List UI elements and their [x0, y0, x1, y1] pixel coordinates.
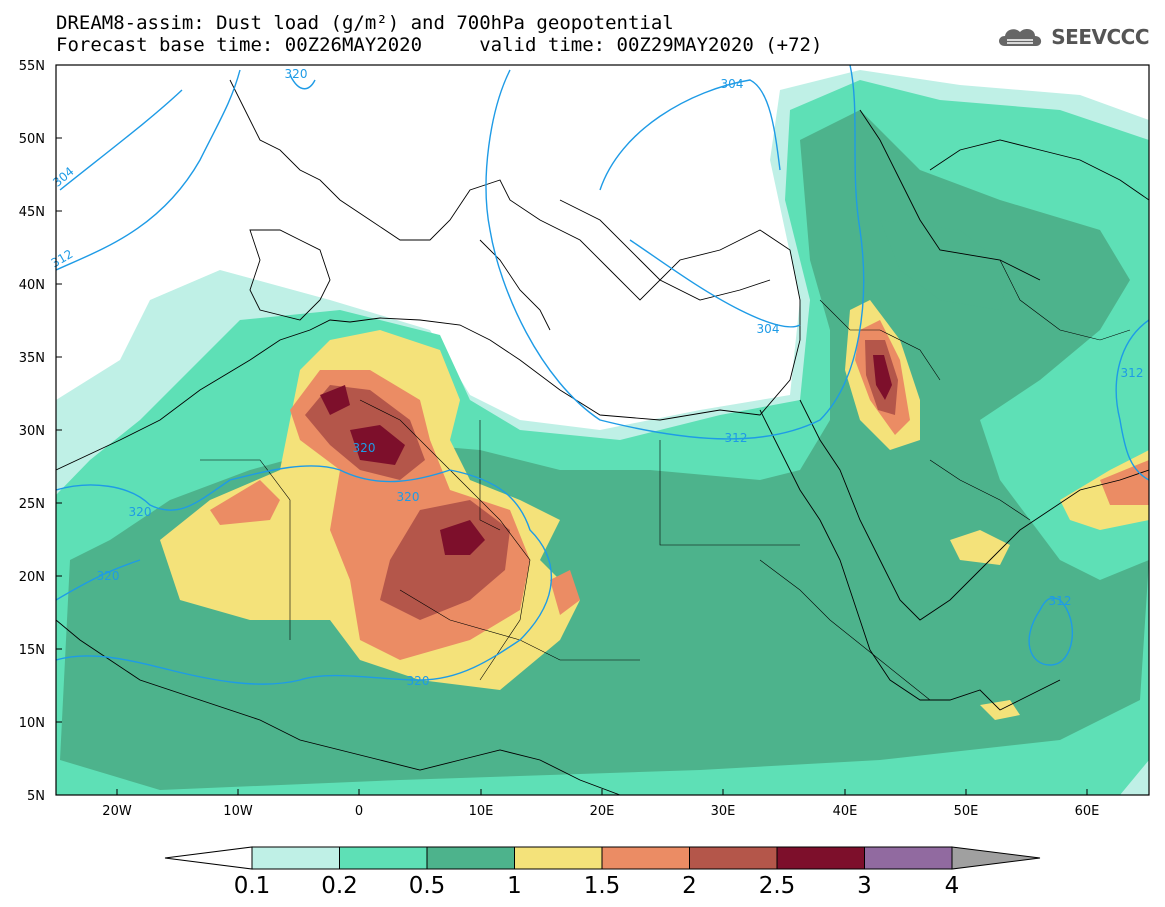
contour-label: 320	[285, 67, 308, 81]
cloud-icon	[999, 28, 1042, 46]
forecast-time-subtitle: Forecast base time: 00Z26MAY2020 valid t…	[56, 34, 823, 56]
dust-level-2.5	[350, 425, 405, 465]
lon-label: 20E	[590, 804, 615, 819]
lon-label: 60E	[1075, 804, 1100, 819]
colorbar-under-arrow	[164, 846, 253, 870]
colorbar-tick: 3	[857, 873, 872, 899]
colorbar-segment	[251, 846, 340, 870]
lat-label: 35N	[19, 351, 45, 366]
colorbar-tick: 1	[507, 873, 522, 899]
contour-label: 320	[353, 441, 376, 455]
lon-label: 0	[355, 804, 363, 819]
lat-label: 15N	[19, 643, 45, 658]
contour-label: 320	[407, 674, 430, 688]
dust-level-1.5	[1100, 460, 1149, 505]
colorbar-tick: 1.5	[584, 873, 621, 899]
axis-ticks	[56, 64, 1088, 795]
dust-level-0.5	[880, 220, 1010, 310]
dust-field	[56, 65, 1149, 795]
contour-label: 312	[1049, 594, 1072, 608]
contour-label: 320	[129, 505, 152, 519]
lat-label: 45N	[19, 205, 45, 220]
lat-label: 25N	[19, 497, 45, 512]
dust-level-2.5	[440, 520, 485, 555]
latitude-labels: 55N 50N 45N 40N 35N 30N 25N 20N 15N 10N …	[19, 59, 45, 804]
colorbar-segment	[776, 846, 865, 870]
geopotential-contours	[56, 65, 1149, 685]
colorbar-tick: 4	[945, 873, 960, 899]
colorbar-over-arrow	[951, 846, 1041, 870]
longitude-labels: 20W 10W 0 10E 20E 30E 40E 50E 60E	[102, 804, 1099, 819]
contour-label: 320	[397, 490, 420, 504]
colorbar: 0.1 0.2 0.5 1 1.5 2 2.5 3 4	[164, 846, 1041, 899]
dust-level-2.5	[873, 355, 892, 400]
lon-label: 10W	[223, 804, 253, 819]
colorbar-tick: 0.1	[234, 873, 271, 899]
dust-level-1.5	[550, 570, 580, 615]
contour-label: 320	[97, 569, 120, 583]
colorbar-segment	[601, 846, 690, 870]
colorbar-segment	[864, 846, 953, 870]
lon-label: 20W	[102, 804, 132, 819]
lat-label: 30N	[19, 424, 45, 439]
contour-label: 312	[725, 431, 748, 445]
contour-labels: 320 304 312 304 304 320 320 320 320 320 …	[49, 67, 1144, 688]
colorbar-segment	[339, 846, 428, 870]
lat-label: 40N	[19, 278, 45, 293]
lat-label: 55N	[19, 59, 45, 74]
logo-text: SEEVCCC	[1051, 25, 1149, 49]
colorbar-tick: 2	[682, 873, 697, 899]
lat-label: 50N	[19, 132, 45, 147]
lat-label: 10N	[19, 716, 45, 731]
lat-label: 20N	[19, 570, 45, 585]
lon-label: 40E	[833, 804, 858, 819]
colorbar-tick-labels: 0.1 0.2 0.5 1 1.5 2 2.5 3 4	[234, 873, 960, 899]
lon-label: 10E	[469, 804, 494, 819]
lon-label: 30E	[711, 804, 736, 819]
contour-label: 312	[1121, 366, 1144, 380]
country-borders	[200, 259, 1131, 701]
dust-level-1.5	[210, 480, 280, 525]
colorbar-tick: 0.5	[409, 873, 446, 899]
contour-label: 304	[721, 77, 744, 91]
dust-level-1	[950, 530, 1010, 565]
colorbar-segment	[514, 846, 603, 870]
lon-label: 50E	[954, 804, 979, 819]
dust-level-2.5	[320, 385, 350, 415]
colorbar-segment	[689, 846, 778, 870]
map-title: DREAM8-assim: Dust load (g/m²) and 700hP…	[56, 12, 674, 34]
seevccc-logo: SEEVCCC	[995, 24, 1149, 50]
lat-label: 5N	[27, 789, 45, 804]
contour-label: 304	[757, 322, 780, 336]
colorbar-segment	[426, 846, 515, 870]
colorbar-tick: 0.2	[321, 873, 358, 899]
colorbar-tick: 2.5	[759, 873, 796, 899]
coastlines	[56, 79, 1149, 795]
